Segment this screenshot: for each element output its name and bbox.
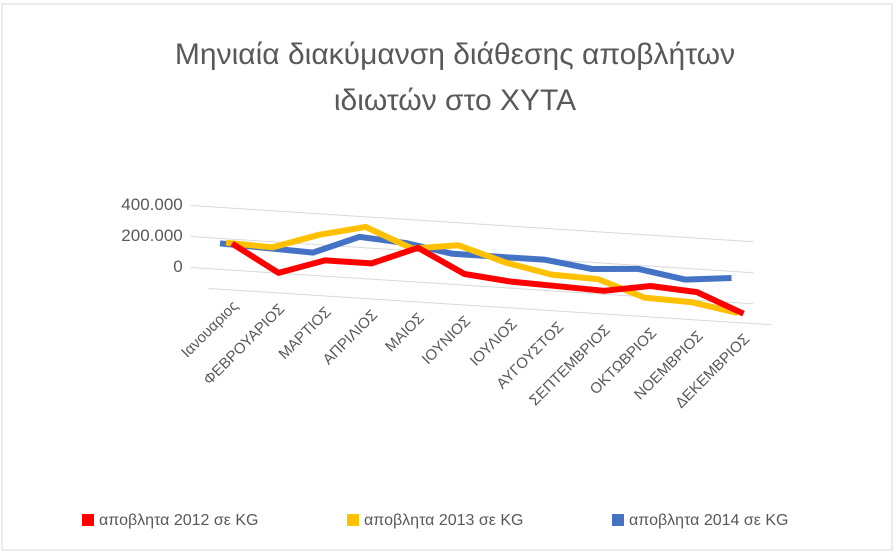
chart-frame <box>1 3 893 551</box>
series-line <box>230 240 745 317</box>
legend-label: αποβλητα 2014 σε KG <box>629 512 788 529</box>
chart-title: ιδιωτών στο ΧΥΤΑ <box>334 84 576 117</box>
legend-label: αποβλητα 2013 σε KG <box>364 512 523 529</box>
series-line <box>219 233 732 283</box>
grid-line <box>190 205 754 243</box>
legend-swatch <box>82 514 94 526</box>
y-tick-label: 200.000 <box>121 226 182 245</box>
series-line <box>225 223 739 316</box>
legend-label: αποβλητα 2012 σε KG <box>99 512 258 529</box>
legend-swatch <box>612 514 624 526</box>
x-axis <box>208 288 772 326</box>
y-tick-label: 0 <box>173 257 182 276</box>
legend-swatch <box>347 514 359 526</box>
chart-title: Μηνιαία διακύμανση διάθεσης αποβλήτων <box>175 38 735 71</box>
y-tick-label: 400.000 <box>121 195 182 214</box>
